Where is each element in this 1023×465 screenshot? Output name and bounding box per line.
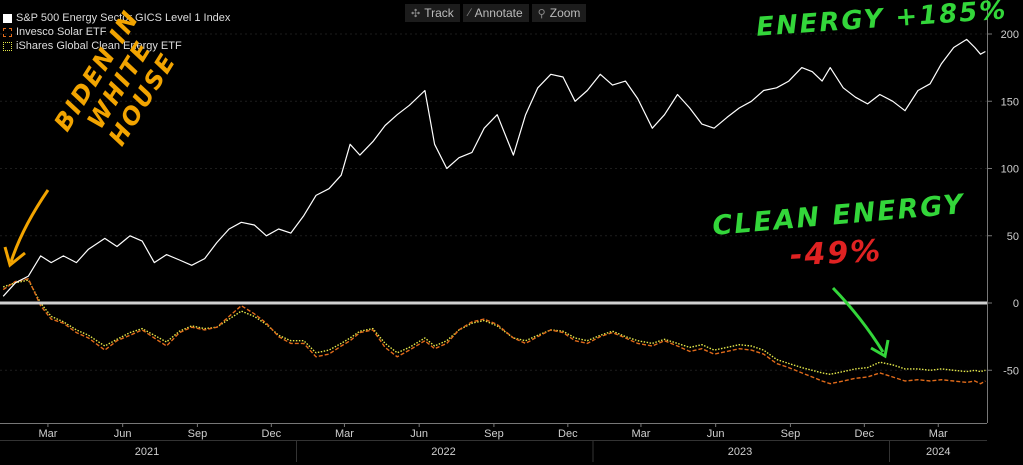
chart-toolbar: ✣ Track ∕ Annotate ⚲ Zoom <box>405 4 587 22</box>
legend-label-clean: iShares Global Clean Energy ETF <box>16 40 182 52</box>
x-tick-label: Dec <box>558 428 578 440</box>
chart-legend: S&P 500 Energy Sector GICS Level 1 Index… <box>3 11 230 53</box>
series-layer <box>2 38 986 385</box>
x-year-label: 2023 <box>728 446 752 458</box>
x-tick-label: Mar <box>38 428 57 440</box>
crosshair-icon: ✣ <box>411 7 421 20</box>
y-tick-label: -50 <box>1003 365 1019 377</box>
x-tick-label: Mar <box>335 428 354 440</box>
x-tick-label: Sep <box>188 428 208 440</box>
x-tick-label: Sep <box>484 428 504 440</box>
x-year-label: 2024 <box>926 446 950 458</box>
x-tick-label: Jun <box>707 428 725 440</box>
series-line <box>2 38 986 297</box>
annotate-label: Annotate <box>474 6 523 20</box>
legend-item-energy[interactable]: S&P 500 Energy Sector GICS Level 1 Index <box>3 11 230 25</box>
series-line <box>2 278 986 385</box>
track-button[interactable]: ✣ Track <box>405 4 460 22</box>
magnifier-icon: ⚲ <box>537 7 546 20</box>
zoom-label: Zoom <box>549 6 581 20</box>
x-tick-label: Mar <box>929 428 948 440</box>
series-line <box>2 279 986 375</box>
x-tick-label: Dec <box>262 428 282 440</box>
x-tick-label: Dec <box>855 428 875 440</box>
x-tick-label: Jun <box>410 428 428 440</box>
clean-swatch <box>3 41 12 51</box>
legend-label-energy: S&P 500 Energy Sector GICS Level 1 Index <box>16 12 231 24</box>
x-tick-label: Mar <box>631 428 650 440</box>
energy-swatch <box>3 13 12 23</box>
x-tick-label: Sep <box>781 428 801 440</box>
x-year-label: 2021 <box>135 446 159 458</box>
legend-item-clean[interactable]: iShares Global Clean Energy ETF <box>3 39 230 53</box>
biden-arrow <box>9 189 50 263</box>
clean-arrow-head <box>870 339 890 359</box>
y-tick-label: 0 <box>1013 298 1019 310</box>
x-tick-label: Jun <box>114 428 132 440</box>
y-tick-label: 200 <box>1001 29 1019 41</box>
solar-swatch <box>3 27 12 37</box>
clean-arrow <box>831 286 885 353</box>
x-year-label: 2022 <box>431 446 455 458</box>
clean-energy-pct-annotation: -49% <box>789 233 884 274</box>
y-tick-label: 100 <box>1001 164 1019 176</box>
track-label: Track <box>424 6 454 20</box>
y-tick-label: 150 <box>1001 96 1019 108</box>
zoom-button[interactable]: ⚲ Zoom <box>531 4 587 22</box>
annotate-button[interactable]: ∕ Annotate <box>462 4 529 22</box>
pencil-icon: ∕ <box>468 7 471 19</box>
y-tick-label: 50 <box>1007 231 1019 243</box>
annotation-arrows <box>3 189 890 359</box>
legend-item-solar[interactable]: Invesco Solar ETF <box>3 25 230 39</box>
biden-arrow-head <box>3 246 26 268</box>
legend-label-solar: Invesco Solar ETF <box>16 26 107 38</box>
